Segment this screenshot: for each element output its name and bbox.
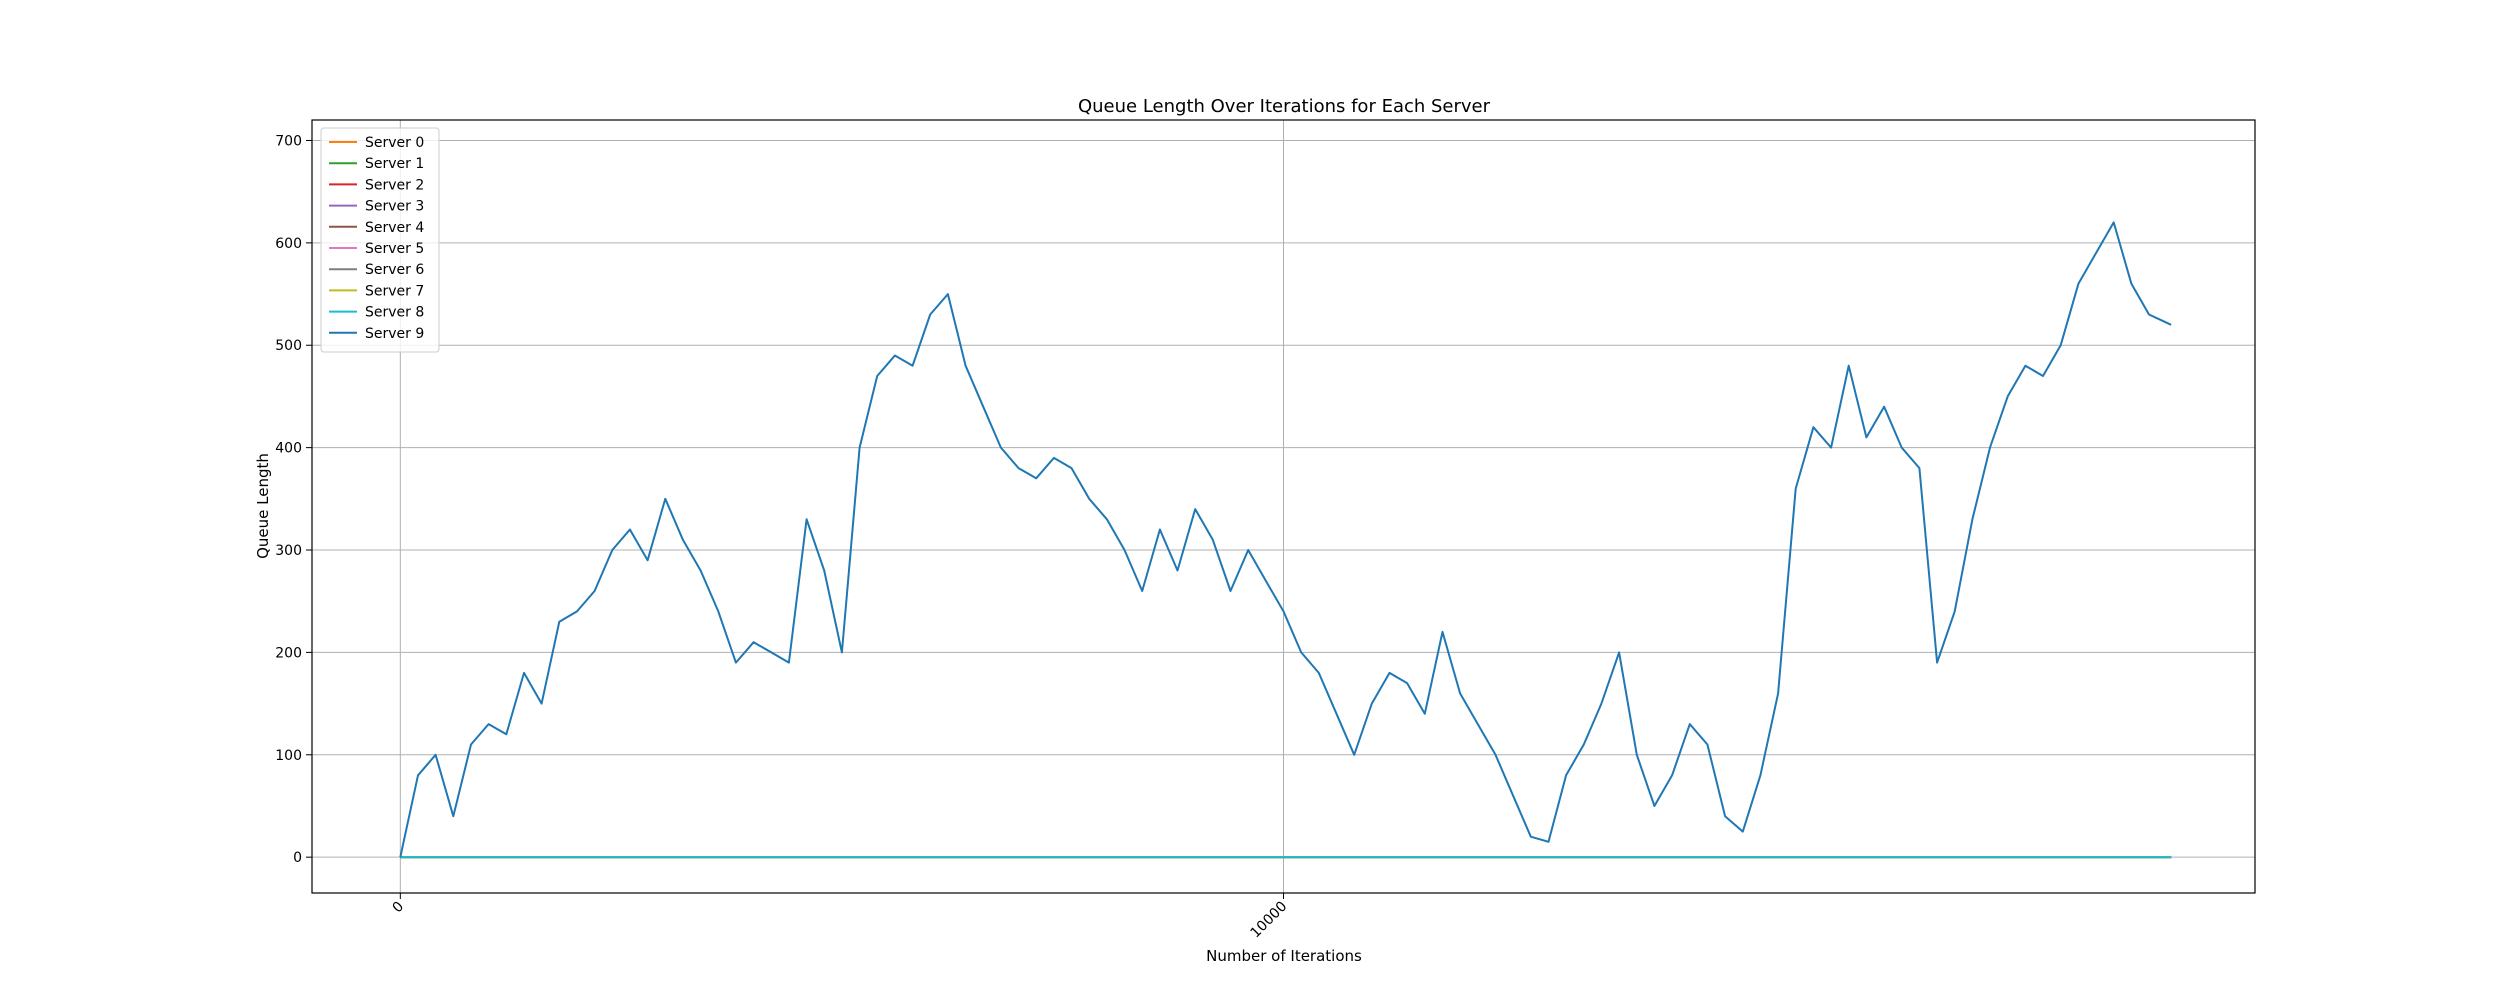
- y-tick-label: 100: [275, 748, 302, 764]
- legend-label: Server 8: [365, 305, 424, 321]
- series-line-server-9: [399, 221, 2172, 858]
- y-tick-label: 600: [275, 236, 302, 252]
- y-axis-label: Queue Length: [254, 453, 272, 559]
- y-tick-label: 700: [275, 133, 302, 149]
- legend-label: Server 3: [365, 199, 424, 215]
- legend-label: Server 5: [365, 241, 424, 257]
- y-tick-label: 400: [275, 441, 302, 457]
- legend-label: Server 2: [365, 177, 424, 193]
- y-tick-label: 0: [293, 850, 302, 866]
- y-tick-label: 200: [275, 645, 302, 661]
- legend-label: Server 1: [365, 156, 424, 172]
- chart-title: Queue Length Over Iterations for Each Se…: [1078, 96, 1491, 117]
- legend-label: Server 0: [365, 135, 424, 151]
- y-tick-label: 300: [275, 543, 302, 559]
- y-tick-label: 500: [275, 338, 302, 354]
- legend: Server 0 Server 1 Server 2 Server 3 Server 4…: [320, 127, 440, 353]
- legend-label: Server 6: [365, 262, 424, 278]
- y-axis-ticks: 0 100 200 300 400 500 600 700: [275, 133, 312, 866]
- legend-label: Server 4: [365, 220, 424, 236]
- legend-label: Server 9: [365, 326, 424, 342]
- legend-label: Server 7: [365, 283, 424, 299]
- x-axis-label: Number of Iterations: [1206, 947, 1362, 965]
- series-layer: [399, 221, 2172, 859]
